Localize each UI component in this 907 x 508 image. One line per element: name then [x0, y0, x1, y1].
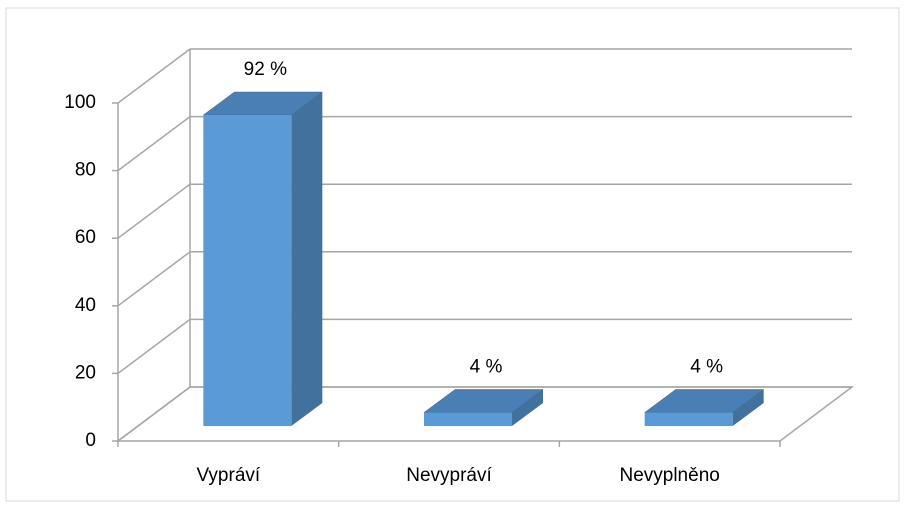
grid-line: [117, 251, 191, 307]
grid-line: [117, 318, 191, 374]
bar: [424, 412, 512, 426]
y-tick-label: 100: [64, 92, 96, 113]
chart-border: [5, 7, 900, 502]
y-tick-label: 0: [85, 430, 96, 451]
bar-side: [291, 92, 323, 426]
grid-line: [117, 48, 191, 104]
grid-line: [117, 183, 191, 239]
bar: [644, 412, 733, 426]
y-tick-label: 80: [75, 160, 96, 181]
data-label: 4 %: [690, 356, 723, 377]
grid-line: [117, 115, 191, 172]
data-label: 4 %: [470, 356, 503, 377]
grid-line: [117, 386, 191, 442]
y-tick-label: 20: [75, 362, 96, 383]
y-tick-label: 40: [75, 295, 96, 316]
x-tick-label: Nevyplněno: [619, 465, 719, 486]
bar-side: [732, 389, 764, 426]
x-tick-label: Nevypráví: [406, 465, 492, 486]
bar: [203, 115, 292, 426]
data-label: 92 %: [244, 59, 287, 80]
y-tick-label: 60: [75, 227, 96, 248]
x-tick-label: Vypráví: [196, 465, 260, 486]
bar-side: [512, 389, 543, 426]
